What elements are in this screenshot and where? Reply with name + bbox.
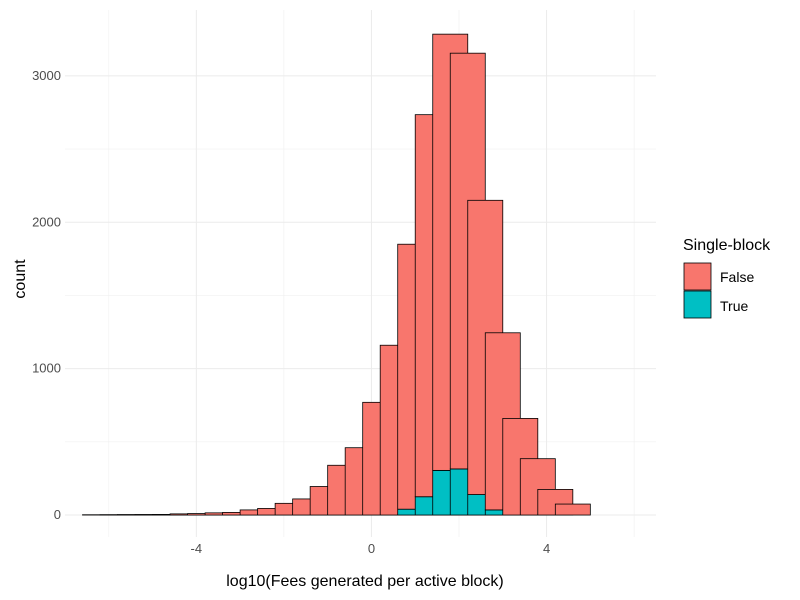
bars-group <box>82 33 591 516</box>
legend-swatch-true <box>683 290 712 319</box>
legend: Single-block False True <box>683 237 771 319</box>
x-tick-label: 4 <box>543 541 550 556</box>
y-tick-label: 3000 <box>32 68 61 83</box>
x-axis-title: log10(Fees generated per active block) <box>226 573 504 590</box>
legend-label-false: False <box>720 269 754 285</box>
tick-labels: -4 0 4 0 1000 2000 3000 <box>32 68 550 556</box>
x-tick-label: -4 <box>191 541 203 556</box>
y-axis-title: count <box>12 259 29 299</box>
y-tick-label: 0 <box>54 507 61 522</box>
y-tick-label: 1000 <box>32 361 61 376</box>
x-tick-label: 0 <box>368 541 375 556</box>
y-tick-label: 2000 <box>32 214 61 229</box>
bar-false <box>554 503 591 516</box>
legend-title: Single-block <box>683 237 771 254</box>
legend-swatch-false <box>683 262 712 291</box>
legend-label-true: True <box>720 298 748 314</box>
